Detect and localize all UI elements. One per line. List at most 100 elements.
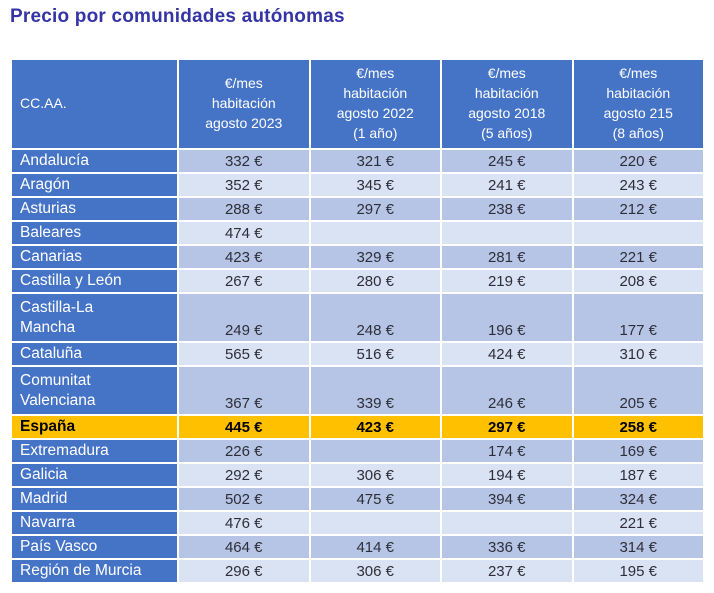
price-cell: 445 € [179,416,309,438]
price-cell: 306 € [310,464,440,486]
price-cell: 314 € [573,536,703,558]
price-cell: 237 € [442,560,572,582]
price-cell: 310 € [573,343,703,365]
region-name: Andalucía [12,150,177,172]
price-cell: 423 € [310,416,440,438]
table-row: Asturias 288 €297 €238 €212 € [12,198,703,220]
page-title: Precio por comunidades autónomas [10,6,345,27]
region-name: Región de Murcia [12,560,177,582]
price-cell: 281 € [442,246,572,268]
column-header-agosto-2022: €/mes habitación agosto 2022 (1 año) [310,60,440,148]
price-cell [573,222,703,244]
table-row: Canarias 423 €329 €281 €221 € [12,246,703,268]
price-cell: 336 € [442,536,572,558]
column-header-agosto-2018: €/mes habitación agosto 2018 (5 años) [442,60,572,148]
price-cell: 565 € [179,343,309,365]
price-cell: 464 € [179,536,309,558]
price-cell: 339 € [310,367,440,414]
price-cell [310,440,440,462]
table-row: Región de Murcia 296 €306 €237 €195 € [12,560,703,582]
region-name: Madrid [12,488,177,510]
table-row: Aragón 352 €345 €241 €243 € [12,174,703,196]
region-name: Comunitat Valenciana [12,367,177,414]
table-row: Andalucía 332 €321 €245 €220 € [12,150,703,172]
price-cell: 243 € [573,174,703,196]
region-name: Navarra [12,512,177,534]
table-row: Comunitat Valenciana 367 €339 €246 €205 € [12,367,703,414]
price-cell: 249 € [179,294,309,341]
region-name: Canarias [12,246,177,268]
price-cell: 474 € [179,222,309,244]
price-cell [310,512,440,534]
price-cell: 424 € [442,343,572,365]
table-row: País Vasco 464 €414 €336 €314 € [12,536,703,558]
price-cell: 280 € [310,270,440,292]
region-name: Cataluña [12,343,177,365]
price-cell: 174 € [442,440,572,462]
price-cell: 296 € [179,560,309,582]
price-cell: 238 € [442,198,572,220]
price-cell: 475 € [310,488,440,510]
price-cell: 195 € [573,560,703,582]
region-name: Castilla y León [12,270,177,292]
price-cell: 169 € [573,440,703,462]
price-cell [442,222,572,244]
price-cell: 220 € [573,150,703,172]
price-cell: 245 € [442,150,572,172]
price-cell: 292 € [179,464,309,486]
region-name: Asturias [12,198,177,220]
price-cell: 516 € [310,343,440,365]
price-cell: 226 € [179,440,309,462]
region-name: País Vasco [12,536,177,558]
region-name: España [12,416,177,438]
price-cell: 324 € [573,488,703,510]
table-row: Cataluña 565 €516 €424 €310 € [12,343,703,365]
price-cell: 221 € [573,512,703,534]
price-cell: 246 € [442,367,572,414]
price-cell: 502 € [179,488,309,510]
price-cell: 219 € [442,270,572,292]
price-cell: 187 € [573,464,703,486]
price-cell: 394 € [442,488,572,510]
price-cell: 248 € [310,294,440,341]
column-header-agosto-2023: €/mes habitación agosto 2023 [179,60,309,148]
table-row: Castilla-La Mancha 249 €248 €196 €177 € [12,294,703,341]
table-row: España 445 €423 €297 €258 € [12,416,703,438]
header-row: CC.AA. €/mes habitación agosto 2023 €/me… [12,60,703,148]
price-cell: 321 € [310,150,440,172]
price-cell: 208 € [573,270,703,292]
price-cell: 423 € [179,246,309,268]
price-table: CC.AA. €/mes habitación agosto 2023 €/me… [10,58,705,584]
price-cell [310,222,440,244]
price-cell: 212 € [573,198,703,220]
table-body: Andalucía 332 €321 €245 €220 € Aragón 352 €… [12,150,703,582]
price-cell: 332 € [179,150,309,172]
price-cell: 267 € [179,270,309,292]
price-cell: 196 € [442,294,572,341]
column-header-ccaa: CC.AA. [12,60,177,148]
price-cell: 297 € [442,416,572,438]
price-cell [442,512,572,534]
price-cell: 367 € [179,367,309,414]
price-cell: 306 € [310,560,440,582]
price-cell: 352 € [179,174,309,196]
column-header-agosto-215: €/mes habitación agosto 215 (8 años) [573,60,703,148]
region-name: Extremadura [12,440,177,462]
region-name: Galicia [12,464,177,486]
table-row: Navarra 476 € 221 € [12,512,703,534]
price-cell: 329 € [310,246,440,268]
table-row: Galicia 292 €306 €194 €187 € [12,464,703,486]
region-name: Castilla-La Mancha [12,294,177,341]
table-row: Madrid 502 €475 €394 €324 € [12,488,703,510]
price-cell: 414 € [310,536,440,558]
table-row: Extremadura 226 € 174 €169 € [12,440,703,462]
price-cell: 241 € [442,174,572,196]
price-cell: 258 € [573,416,703,438]
price-cell: 177 € [573,294,703,341]
price-cell: 476 € [179,512,309,534]
price-cell: 205 € [573,367,703,414]
price-cell: 221 € [573,246,703,268]
table-row: Baleares 474 € [12,222,703,244]
table-row: Castilla y León 267 €280 €219 €208 € [12,270,703,292]
